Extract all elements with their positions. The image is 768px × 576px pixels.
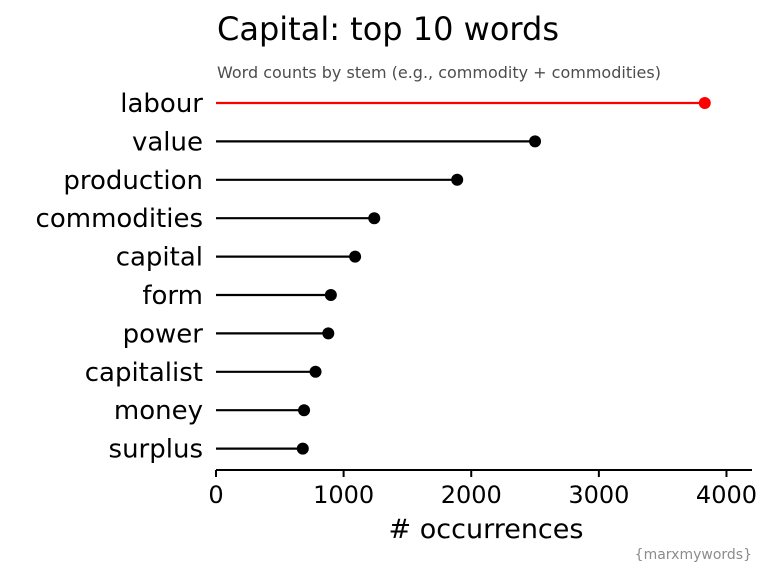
category-label: labour bbox=[120, 89, 203, 119]
category-label: value bbox=[132, 127, 203, 157]
lollipop-point bbox=[298, 404, 311, 417]
lollipop-point bbox=[322, 327, 335, 340]
category-label: money bbox=[114, 396, 203, 426]
category-label: capital bbox=[116, 243, 203, 273]
x-tick-label: 3000 bbox=[568, 481, 629, 509]
category-label: surplus bbox=[109, 435, 203, 465]
x-axis-title: # occurrences bbox=[389, 514, 584, 545]
category-label: power bbox=[123, 319, 204, 349]
plot-area: labour value production commodities capital f… bbox=[36, 89, 711, 465]
lollipop-point bbox=[451, 173, 464, 186]
category-label: capitalist bbox=[85, 358, 203, 388]
x-tick-label: 1000 bbox=[313, 481, 374, 509]
lollipop-point bbox=[296, 442, 309, 455]
lollipop-point bbox=[368, 212, 381, 225]
category-label: form bbox=[142, 281, 203, 311]
lollipop-point bbox=[698, 97, 711, 109]
lollipop-point bbox=[529, 135, 542, 148]
chart-caption: {marxmywords} bbox=[635, 547, 752, 563]
x-axis-ticks: 0 1000 2000 3000 4000 bbox=[208, 470, 757, 509]
lollipop-point bbox=[349, 250, 362, 263]
category-label: commodities bbox=[36, 204, 203, 234]
chart-title: Capital: top 10 words bbox=[217, 10, 559, 48]
x-tick-label: 2000 bbox=[441, 481, 502, 509]
lollipop-point bbox=[309, 365, 322, 378]
x-tick-label: 0 bbox=[208, 481, 223, 509]
x-tick-label: 4000 bbox=[696, 481, 757, 509]
category-label: production bbox=[63, 166, 203, 196]
chart-subtitle: Word counts by stem (e.g., commodity + c… bbox=[217, 63, 661, 82]
lollipop-point bbox=[324, 289, 337, 301]
